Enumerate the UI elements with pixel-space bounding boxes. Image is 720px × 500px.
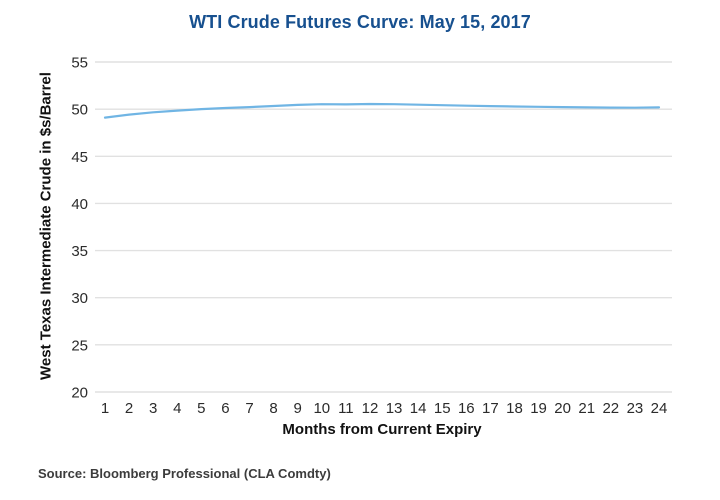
x-tick-label: 12 bbox=[362, 400, 379, 417]
x-tick-label: 13 bbox=[386, 400, 403, 417]
y-tick-label: 35 bbox=[71, 243, 88, 260]
x-tick-label: 10 bbox=[313, 400, 330, 417]
y-tick-label: 20 bbox=[71, 385, 88, 402]
x-tick-label: 11 bbox=[338, 400, 354, 417]
x-tick-label: 15 bbox=[434, 400, 451, 417]
source-note: Source: Bloomberg Professional (CLA Comd… bbox=[38, 466, 331, 481]
x-tick-label: 18 bbox=[506, 400, 523, 417]
x-tick-label: 23 bbox=[627, 400, 644, 417]
x-tick-label: 4 bbox=[173, 400, 181, 417]
x-tick-label: 5 bbox=[197, 400, 205, 417]
x-tick-label: 2 bbox=[125, 400, 133, 417]
x-tick-label: 22 bbox=[602, 400, 619, 417]
chart-title: WTI Crude Futures Curve: May 15, 2017 bbox=[189, 12, 531, 32]
y-tick-label: 25 bbox=[71, 337, 88, 354]
x-tick-label: 6 bbox=[221, 400, 229, 417]
y-tick-label: 40 bbox=[71, 196, 88, 213]
x-tick-label: 24 bbox=[651, 400, 668, 417]
x-tick-label: 9 bbox=[294, 400, 302, 417]
y-tick-label: 55 bbox=[71, 55, 88, 72]
x-tick-label: 19 bbox=[530, 400, 547, 417]
y-tick-label: 50 bbox=[71, 102, 88, 119]
y-tick-label: 30 bbox=[71, 290, 88, 307]
x-axis-label: Months from Current Expiry bbox=[282, 421, 482, 438]
x-tick-label: 1 bbox=[101, 400, 109, 417]
futures-curve-line bbox=[103, 102, 661, 119]
x-tick-label: 17 bbox=[482, 400, 499, 417]
x-tick-label: 16 bbox=[458, 400, 475, 417]
y-tick-label: 45 bbox=[71, 149, 88, 166]
x-tick-label: 3 bbox=[149, 400, 157, 417]
x-tick-label: 21 bbox=[578, 400, 595, 417]
x-tick-label: 14 bbox=[410, 400, 427, 417]
x-tick-label: 20 bbox=[554, 400, 571, 417]
x-tick-label: 8 bbox=[269, 400, 277, 417]
x-tick-label: 7 bbox=[245, 400, 253, 417]
y-axis-label: West Texas Intermediate Crude in $s/Barr… bbox=[37, 72, 55, 380]
